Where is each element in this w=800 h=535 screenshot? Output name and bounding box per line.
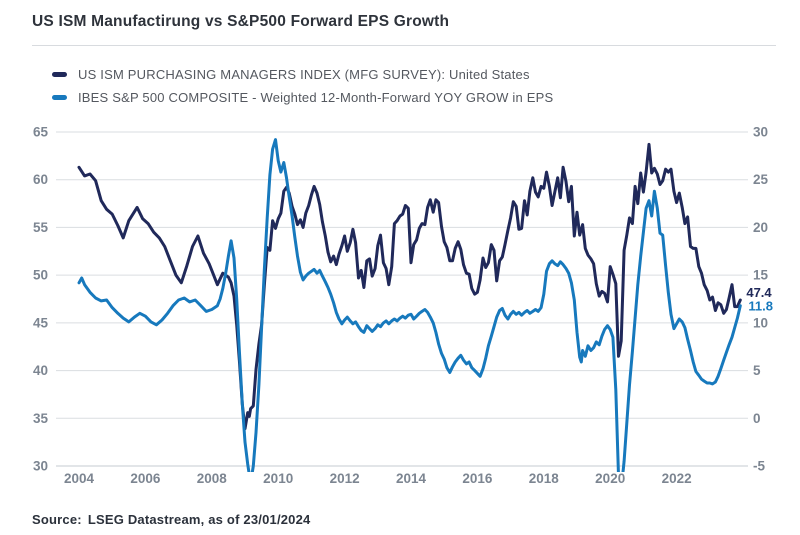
legend: US ISM PURCHASING MANAGERS INDEX (MFG SU… (52, 63, 553, 109)
x-axis-tick-label: 2008 (197, 471, 228, 486)
legend-item-ism: US ISM PURCHASING MANAGERS INDEX (MFG SU… (52, 63, 553, 86)
right-axis-tick-label: 20 (753, 220, 768, 235)
gridlines (56, 131, 748, 467)
series-lines (77, 138, 742, 472)
right-axis-tick-label: -5 (753, 459, 765, 474)
left-axis-tick-label: 55 (33, 220, 49, 235)
x-axis-tick-label: 2004 (64, 471, 95, 486)
eps-series-line (77, 138, 742, 472)
left-axis-tick-label: 50 (33, 268, 48, 283)
left-axis-tick-label: 40 (33, 363, 48, 378)
left-axis-tick-label: 45 (33, 315, 49, 330)
x-axis-tick-label: 2010 (263, 471, 293, 486)
title-divider (32, 45, 776, 46)
page-title: US ISM Manufactirung vs S&P500 Forward E… (32, 13, 450, 30)
x-axis-tick-label: 2006 (130, 471, 161, 486)
x-axis-tick-label: 2014 (396, 471, 427, 486)
right-axis-tick-label: 10 (753, 315, 768, 330)
left-axis-tick-label: 30 (33, 459, 48, 474)
legend-label-eps: IBES S&P 500 COMPOSITE - Weighted 12-Mon… (78, 90, 554, 105)
right-axis-tick-label: 15 (753, 268, 769, 283)
x-axis-tick-label: 2016 (462, 471, 493, 486)
left-axis-tick-label: 35 (33, 411, 49, 426)
right-axis-labels: 30 25 20 15 10 5 0 -5 (753, 125, 769, 474)
ism-line-swatch-icon (52, 72, 67, 77)
x-axis-labels: 2004 2006 2008 2010 2012 2014 2016 2018 2020 2022 (64, 471, 692, 486)
x-axis-tick-label: 2018 (529, 471, 560, 486)
ism-series-line (77, 142, 742, 431)
left-axis-labels: 65 60 55 50 45 40 35 30 (33, 125, 49, 474)
source-note: Source: LSEG Datastream, as of 23/01/2024 (32, 512, 310, 527)
source-text: LSEG Datastream, as of 23/01/2024 (87, 512, 311, 527)
legend-label-ism: US ISM PURCHASING MANAGERS INDEX (MFG SU… (78, 67, 530, 82)
left-axis-tick-label: 65 (33, 125, 49, 140)
left-axis-tick-label: 60 (33, 172, 48, 187)
right-axis-tick-label: 25 (753, 172, 769, 187)
source-label: Source: (32, 512, 82, 527)
legend-item-eps: IBES S&P 500 COMPOSITE - Weighted 12-Mon… (52, 86, 553, 109)
right-axis-tick-label: 0 (753, 411, 761, 426)
right-axis-tick-label: 30 (753, 125, 768, 140)
eps-last-value-label: 11.8 (748, 299, 773, 314)
x-axis-tick-label: 2020 (595, 471, 625, 486)
ism-last-value-label: 47.4 (746, 285, 772, 300)
x-axis-tick-label: 2012 (330, 471, 360, 486)
eps-line-swatch-icon (52, 95, 67, 100)
right-axis-tick-label: 5 (753, 363, 761, 378)
x-axis-tick-label: 2022 (662, 471, 692, 486)
